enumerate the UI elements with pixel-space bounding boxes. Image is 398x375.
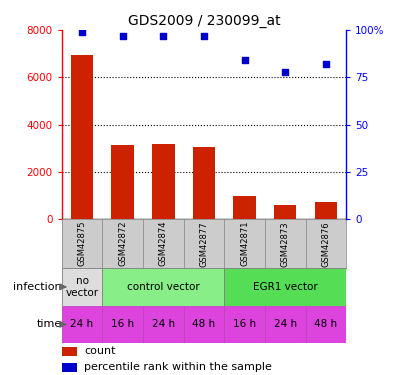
FancyBboxPatch shape (183, 306, 224, 343)
Text: 16 h: 16 h (233, 320, 256, 329)
Bar (193, 147, 215, 219)
Text: no
vector: no vector (65, 276, 99, 298)
Bar (111, 145, 134, 219)
FancyBboxPatch shape (102, 268, 224, 306)
FancyBboxPatch shape (306, 306, 346, 343)
FancyBboxPatch shape (62, 268, 102, 306)
Text: EGR1 vector: EGR1 vector (253, 282, 318, 292)
Point (242, 57, 248, 63)
Text: GSM42877: GSM42877 (199, 221, 209, 267)
Text: control vector: control vector (127, 282, 200, 292)
Text: 16 h: 16 h (111, 320, 134, 329)
Bar (62, 363, 77, 372)
Text: GSM42876: GSM42876 (322, 221, 330, 267)
FancyBboxPatch shape (143, 306, 183, 343)
FancyBboxPatch shape (102, 306, 143, 343)
Bar (234, 196, 256, 219)
Text: 48 h: 48 h (192, 320, 216, 329)
Point (282, 69, 289, 75)
Point (160, 33, 166, 39)
Text: 24 h: 24 h (152, 320, 175, 329)
Point (201, 33, 207, 39)
Text: GSM42871: GSM42871 (240, 221, 249, 267)
Bar (71, 55, 93, 219)
FancyBboxPatch shape (224, 268, 346, 306)
Bar (315, 202, 337, 219)
Point (323, 61, 329, 67)
Title: GDS2009 / 230099_at: GDS2009 / 230099_at (128, 13, 280, 28)
FancyBboxPatch shape (224, 306, 265, 343)
FancyBboxPatch shape (265, 306, 306, 343)
Text: infection: infection (13, 282, 62, 292)
Text: GSM42873: GSM42873 (281, 221, 290, 267)
Text: GSM42872: GSM42872 (118, 221, 127, 267)
Text: GSM42875: GSM42875 (78, 221, 86, 267)
Text: 24 h: 24 h (70, 320, 94, 329)
FancyBboxPatch shape (62, 306, 102, 343)
Bar (62, 347, 77, 356)
Point (119, 33, 126, 39)
Text: GSM42874: GSM42874 (159, 221, 168, 267)
Text: count: count (84, 346, 116, 356)
Text: 48 h: 48 h (314, 320, 338, 329)
Text: time: time (37, 320, 62, 329)
Text: percentile rank within the sample: percentile rank within the sample (84, 362, 272, 372)
Bar (152, 144, 174, 219)
Text: 24 h: 24 h (274, 320, 297, 329)
Point (79, 29, 85, 35)
Bar (274, 205, 297, 219)
